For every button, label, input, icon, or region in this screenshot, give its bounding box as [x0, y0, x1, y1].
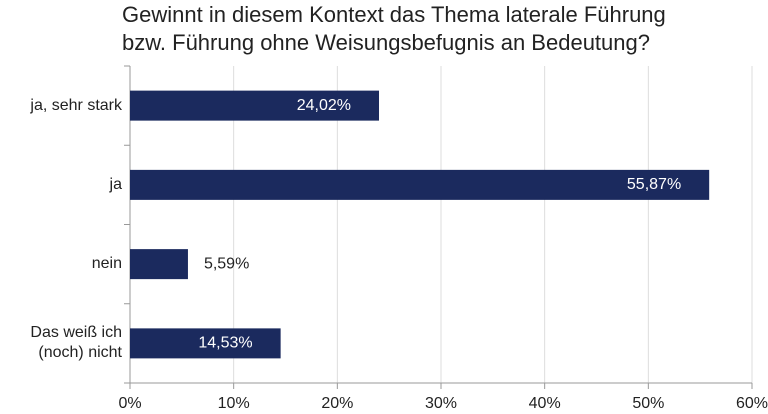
x-tick-label: 20%	[321, 395, 353, 412]
x-tick-label: 30%	[425, 395, 457, 412]
x-tick-label: 10%	[218, 395, 250, 412]
value-label: 24,02%	[297, 97, 351, 114]
value-label: 14,53%	[198, 335, 252, 352]
y-tick-label: nein	[91, 255, 122, 273]
bar	[130, 90, 380, 121]
chart-title-line: bzw. Führung ohne Weisungsbefugnis an Be…	[122, 30, 650, 55]
x-tick-label: 60%	[736, 395, 768, 412]
x-tick-label: 0%	[118, 395, 141, 412]
y-tick-label: ja	[109, 175, 122, 193]
y-tick-label: ja, sehr stark	[30, 96, 122, 114]
x-tick-label: 40%	[529, 395, 561, 412]
bar	[130, 328, 281, 359]
value-label: 55,87%	[627, 176, 681, 193]
y-tick-label: Das weiß ich (noch) nicht	[30, 324, 122, 362]
x-tick-label: 50%	[632, 395, 664, 412]
chart-title-line: Gewinnt in diesem Kontext das Thema late…	[122, 2, 666, 27]
value-label: 5,59%	[204, 255, 249, 272]
bar	[130, 249, 188, 280]
bar	[130, 169, 710, 200]
